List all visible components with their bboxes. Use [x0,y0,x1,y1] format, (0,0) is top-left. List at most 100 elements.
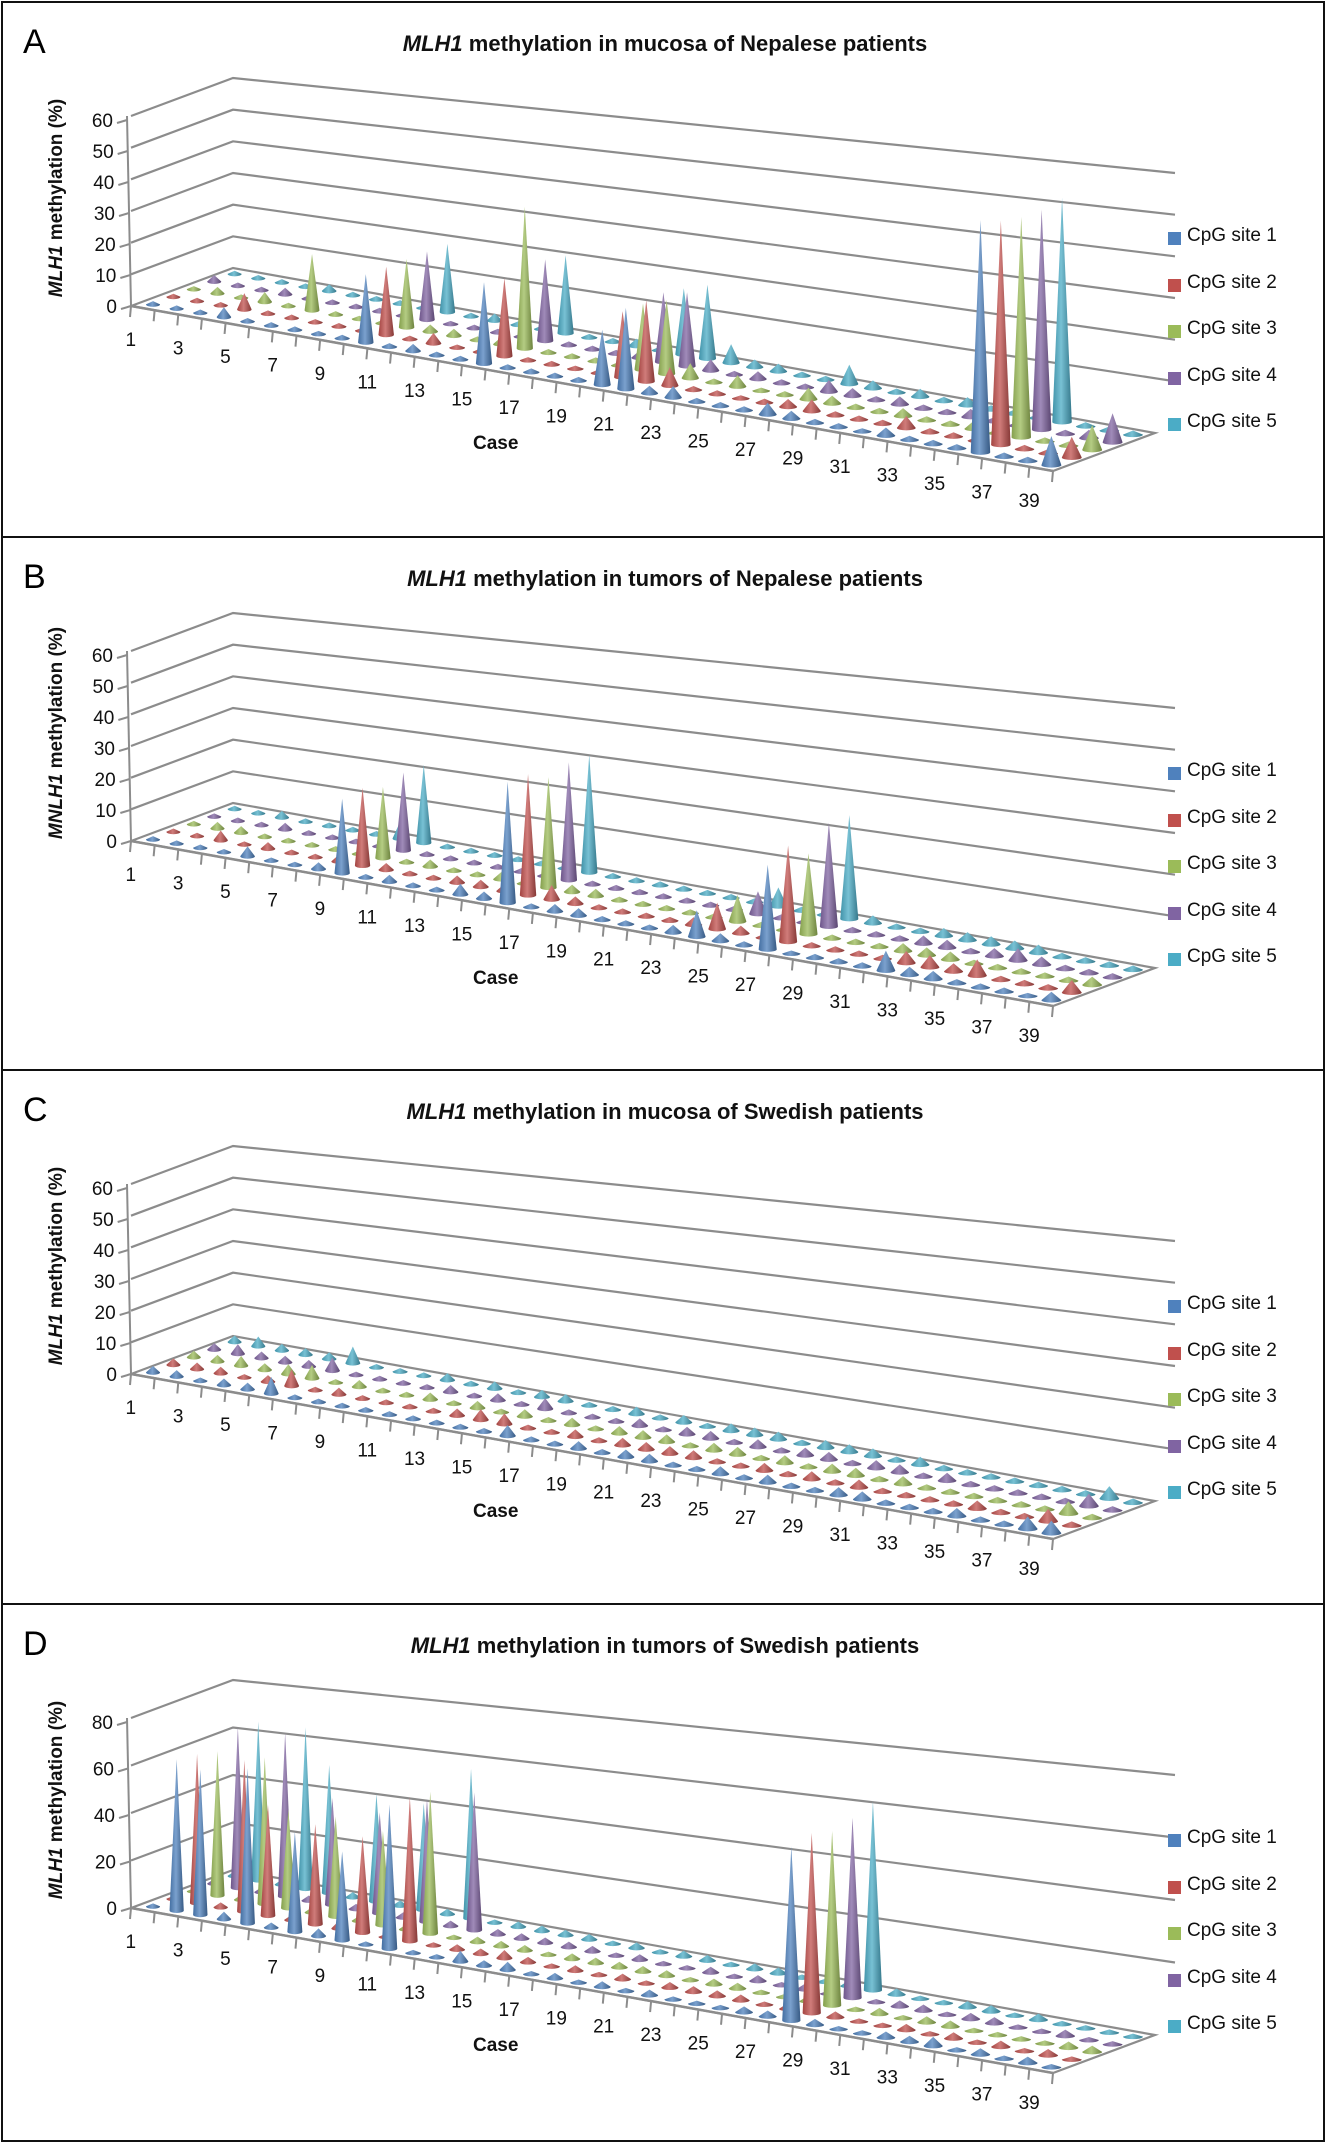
y-tick-label: 40 [93,708,114,729]
data-cone [439,1373,456,1383]
data-cone [166,293,181,300]
data-cone [735,2006,754,2015]
legend-swatch [1168,1346,1181,1360]
data-cone [563,353,581,360]
data-cone [920,2031,940,2037]
data-cone [914,404,933,411]
data-cone [466,324,483,331]
x-tick-label: 23 [640,2025,661,2046]
chart-title-text: methylation in mucosa of Swedish patient… [466,1099,924,1124]
data-cone [325,299,340,306]
y-tick-label: 50 [93,142,114,163]
x-tick-label: 3 [173,1941,184,1962]
data-cone [840,364,859,387]
x-tick [743,2017,747,2030]
x-tick [459,1433,463,1445]
data-cone [277,287,293,297]
data-cone [873,419,892,427]
data-cone [661,1981,679,1991]
data-cone [722,1423,740,1434]
y-tick-label: 30 [94,1272,115,1293]
x-tick-label: 33 [877,466,898,487]
legend-label: CpG site 3 [1187,1920,1277,1941]
legend-swatch [1168,767,1181,780]
legend-label: CpG site 1 [1187,1827,1277,1848]
x-tick-label: 39 [1019,491,1040,512]
data-cone [1005,1477,1025,1485]
data-cone [799,1463,818,1470]
x-tick [767,420,771,432]
data-cone [563,1417,581,1428]
legend-swatch [1168,1439,1181,1453]
data-cone [452,1950,469,1964]
legend-item: CpG site 1 [1168,1827,1277,1874]
data-cone [230,282,245,289]
data-cone [581,754,598,875]
x-tick [412,1424,416,1436]
legend-swatch [1168,371,1181,385]
x-tick [767,955,771,967]
legend-label: CpG site 2 [1187,1873,1277,1895]
gridline [130,675,1176,793]
data-cone [917,1484,937,1491]
data-cone [213,1902,228,1910]
y-tick-label: 40 [93,1241,114,1262]
x-tick [814,1496,818,1508]
data-cone [664,1461,682,1468]
x-tick [318,1941,322,1953]
legend-swatch [1168,1486,1181,1499]
y-tick [119,243,130,248]
gridline [130,1303,1176,1451]
data-cone [923,970,943,982]
data-cone [702,901,720,908]
x-tick [861,972,865,984]
x-tick [483,904,487,916]
x-tick-label: 39 [1019,1559,1040,1580]
data-cone [398,258,415,330]
data-cone [325,834,340,841]
data-cone [937,1472,957,1484]
x-tick [720,2013,724,2025]
data-cone [510,1921,527,1930]
data-cone [910,388,930,400]
data-cone [640,924,659,931]
data-cone [1038,2049,1059,2058]
y-tick-label: 60 [93,1760,114,1781]
data-cone [1079,1493,1099,1509]
x-tick-label: 11 [357,907,377,928]
data-cone [893,2015,913,2021]
data-cone [634,1430,652,1440]
x-tick [365,348,369,360]
data-cone [452,883,469,897]
x-tick [270,1933,274,1945]
y-tick [116,1721,128,1726]
data-cone [213,830,228,843]
data-cone [678,292,696,369]
x-tick [1027,1534,1031,1546]
x-tick [790,959,794,971]
x-tick [365,883,369,895]
data-cone [1102,973,1123,980]
x-tick [1027,2068,1031,2080]
x-tick [790,424,794,436]
data-cone [846,403,865,411]
data-cone [1082,424,1103,453]
panel-letter: D [23,1625,48,1663]
data-cone [631,1954,649,1963]
data-cone [540,1951,557,1958]
data-cone [328,311,344,317]
x-tick [341,1945,345,1958]
legend-item: CpG site 3 [1168,1920,1277,1967]
data-cone [711,933,730,944]
data-cone [705,1978,723,1987]
data-cone [1055,2029,1076,2039]
data-cone [1014,1512,1035,1520]
data-cone [469,871,486,878]
x-tick [1051,1005,1054,1018]
data-cone [755,398,774,405]
chart-title-text: methylation in tumors of Swedish patient… [470,1633,920,1658]
data-cone [920,955,940,970]
data-cone [189,832,205,839]
data-cone [207,813,222,820]
data-cone [445,867,462,874]
